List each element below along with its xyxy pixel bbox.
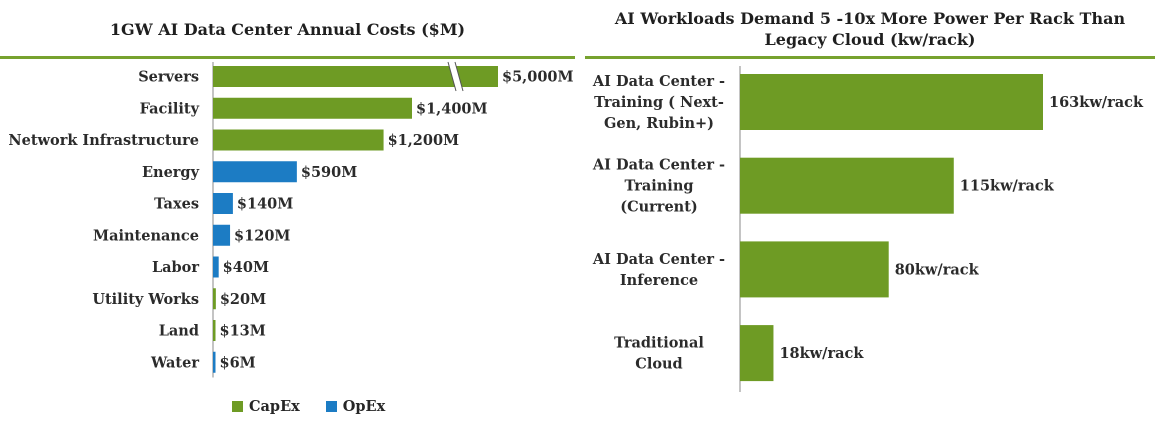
cost-value-label: $20M — [220, 291, 266, 308]
power-value-label: 18kw/rack — [779, 345, 864, 362]
opex-swatch — [325, 401, 337, 412]
cost-category-label: Labor — [152, 259, 199, 276]
cost-value-label: $120M — [234, 227, 290, 244]
cost-bar — [213, 66, 498, 87]
power-bar — [740, 325, 774, 382]
axis-break-mark — [454, 61, 464, 92]
cost-category-label: Taxes — [154, 196, 199, 213]
legend-item-capex: CapEx — [232, 398, 300, 415]
power-chart-title-rule — [585, 56, 1155, 59]
cost-category-label: Land — [159, 323, 199, 340]
cost-value-label: $40M — [223, 259, 269, 276]
cost-value-label: $1,200M — [388, 132, 460, 149]
cost-value-label: $140M — [237, 196, 293, 213]
cost-bar — [213, 288, 216, 310]
power-value-label: 163kw/rack — [1049, 94, 1144, 111]
cost-value-label: $1,400M — [416, 100, 488, 117]
cost-value-label: $5,000M — [502, 69, 574, 86]
power-bar-chart: AI Data Center -Training ( Next-Gen, Rub… — [592, 66, 1144, 392]
cost-value-label: $6M — [220, 354, 256, 371]
cost-value-label: $590M — [301, 164, 357, 181]
cost-category-label: Utility Works — [92, 291, 199, 308]
cost-category-label: Water — [150, 354, 199, 371]
cost-value-label: $13M — [220, 323, 266, 340]
power-chart-panel: AI Workloads Demand 5 -10x More Power Pe… — [585, 0, 1155, 427]
cost-bar — [213, 224, 231, 246]
cost-bar — [213, 129, 384, 151]
cost-category-label: Maintenance — [93, 227, 199, 244]
power-category-label: Traditional Cloud — [614, 335, 704, 373]
cost-bar — [213, 193, 233, 214]
cost-bar — [213, 161, 297, 183]
power-chart-title: AI Workloads Demand 5 -10x More Power Pe… — [614, 9, 1126, 49]
cost-chart-title-rule — [0, 56, 575, 59]
power-bar — [740, 241, 889, 298]
cost-chart-title: 1GW AI Data Center Annual Costs ($M) — [109, 20, 466, 39]
cost-category-label: Facility — [140, 100, 200, 117]
cost-chart-legend: CapEx OpEx — [232, 398, 385, 415]
cost-bar — [213, 320, 216, 341]
power-category-label: AI Data Center -Inference — [592, 251, 725, 289]
axis-break-gap — [448, 62, 463, 91]
cost-bar — [213, 351, 216, 373]
cost-chart-panel: 1GW AI Data Center Annual Costs ($M) Ser… — [0, 0, 575, 427]
legend-label-opex: OpEx — [342, 398, 386, 415]
cost-bar — [213, 97, 412, 119]
power-value-label: 80kw/rack — [895, 261, 980, 278]
power-category-label: AI Data Center -Training (Current) — [592, 157, 725, 216]
legend-label-capex: CapEx — [249, 398, 300, 415]
cost-bar — [213, 256, 219, 278]
power-category-label: AI Data Center -Training ( Next-Gen, Rub… — [592, 73, 725, 132]
capex-swatch — [232, 401, 243, 412]
cost-bar-chart: Servers $5,000M Facility $1,400M Network Inf… — [8, 61, 574, 378]
legend-item-opex: OpEx — [325, 398, 386, 415]
axis-break-mark — [447, 61, 457, 92]
power-value-label: 115kw/rack — [960, 178, 1055, 195]
cost-category-label: Energy — [142, 164, 200, 181]
cost-category-label: Servers — [138, 69, 199, 86]
cost-category-label: Network Infrastructure — [8, 132, 199, 149]
power-bar — [740, 157, 954, 214]
power-bar — [740, 74, 1043, 130]
